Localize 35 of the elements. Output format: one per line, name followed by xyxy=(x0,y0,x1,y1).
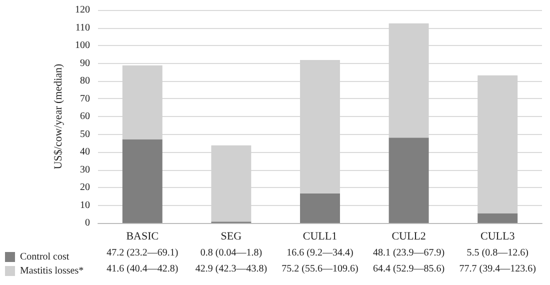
y-tick-label: 70 xyxy=(80,93,90,104)
data-label: 77.7 (39.4—123.6) xyxy=(459,264,536,274)
data-label: 47.2 (23.2—69.1) xyxy=(106,248,178,258)
legend-label: Control cost xyxy=(20,252,70,262)
y-tick-label: 50 xyxy=(80,128,90,140)
y-tick-label: 20 xyxy=(80,182,90,193)
data-label: 42.9 (42.3—43.8) xyxy=(195,264,268,274)
y-tick-label: 100 xyxy=(75,40,90,51)
y-tick-label: 10 xyxy=(80,200,90,211)
x-tick-label: SEG xyxy=(220,230,242,242)
data-label: 41.6 (40.4—42.8) xyxy=(106,264,178,274)
y-tick-label: 60 xyxy=(80,111,90,122)
y-axis-title: US$/cow/year (median) xyxy=(52,63,65,170)
bar xyxy=(388,138,429,223)
x-tick-label: CULL3 xyxy=(480,230,516,242)
legend-label: Mastitis losses* xyxy=(20,266,84,276)
y-tick-label: 40 xyxy=(80,146,90,158)
x-tick-label: CULL1 xyxy=(302,230,338,242)
y-tick-label: 110 xyxy=(75,22,90,34)
data-label: 48.1 (23.9—67.9) xyxy=(372,248,445,258)
x-tick-label: CULL2 xyxy=(392,230,426,242)
data-label: 0.8 (0.04—1.8) xyxy=(200,248,262,258)
x-tick-label: BASIC xyxy=(126,230,159,242)
y-tick-label: 90 xyxy=(80,58,90,69)
data-label: 75.2 (55.6—109.6) xyxy=(282,264,358,274)
y-tick-label: 80 xyxy=(80,76,90,86)
y-tick-label: 0 xyxy=(85,218,90,228)
y-tick-label: 120 xyxy=(75,4,90,16)
bar xyxy=(122,139,162,223)
data-label: 16.6 (9.2—34.4) xyxy=(286,248,354,258)
bar xyxy=(300,194,340,223)
data-label: 64.4 (52.9—85.6) xyxy=(372,264,445,274)
data-label: 5.5 (0.8—12.6) xyxy=(466,248,528,258)
bar xyxy=(478,213,518,223)
y-tick-label: 30 xyxy=(80,164,90,176)
